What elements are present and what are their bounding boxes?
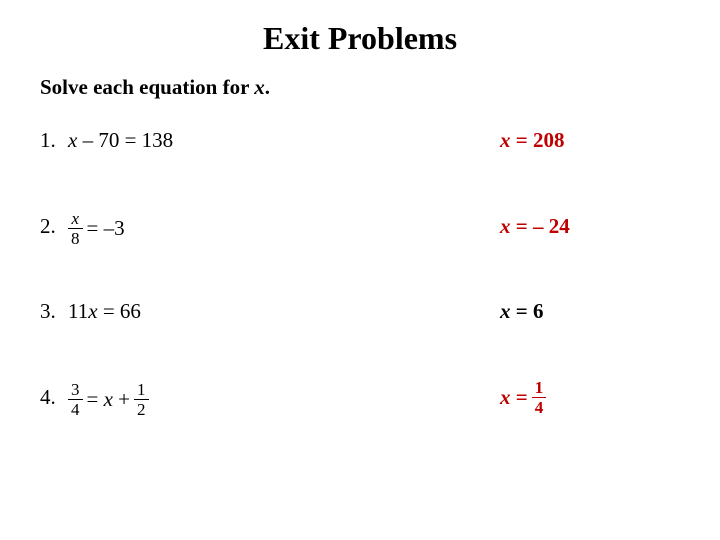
fraction-numerator: 1 [134,381,149,400]
problem-row: 1. x – 70 = 138 x = 208 [40,128,680,153]
fraction-denominator: 4 [532,398,547,416]
problem-number: 4. [40,385,68,410]
equation-rhs: = –3 [87,216,125,241]
problem-equation: 11x = 66 [68,299,500,324]
problem-row: 3. 11x = 66 x = 6 [40,299,680,324]
instructions-variable: x [254,75,265,99]
fraction-numerator: x [71,209,79,228]
instructions-suffix: . [265,75,270,99]
fraction-numerator: 1 [532,379,547,398]
problem-answer: x = 6 [500,299,680,324]
fraction-denominator: 2 [134,400,149,418]
problem-number: 2. [40,214,68,239]
problem-number: 3. [40,299,68,324]
instructions-line: Solve each equation for x. [40,75,680,100]
problem-answer: x = 1 4 [500,379,680,416]
problem-number: 1. [40,128,68,153]
problem-equation: 3 4 = x + 1 2 [68,376,500,418]
fraction-denominator: 4 [68,400,83,418]
page-title: Exit Problems [40,20,680,57]
fraction: 1 2 [134,381,149,418]
fraction: x 8 [68,210,83,247]
instructions-prefix: Solve each equation for [40,75,254,99]
fraction-numerator: 3 [68,381,83,400]
problem-row: 4. 3 4 = x + 1 2 x = 1 4 [40,376,680,418]
problem-answer: x = 208 [500,128,680,153]
problem-row: 2. x 8 = –3 x = – 24 [40,205,680,247]
problem-equation: x 8 = –3 [68,205,500,247]
worksheet-page: Exit Problems Solve each equation for x.… [0,0,720,540]
fraction-denominator: 8 [68,229,83,247]
fraction: 1 4 [532,379,547,416]
problem-equation: x – 70 = 138 [68,128,500,153]
fraction: 3 4 [68,381,83,418]
problem-answer: x = – 24 [500,214,680,239]
